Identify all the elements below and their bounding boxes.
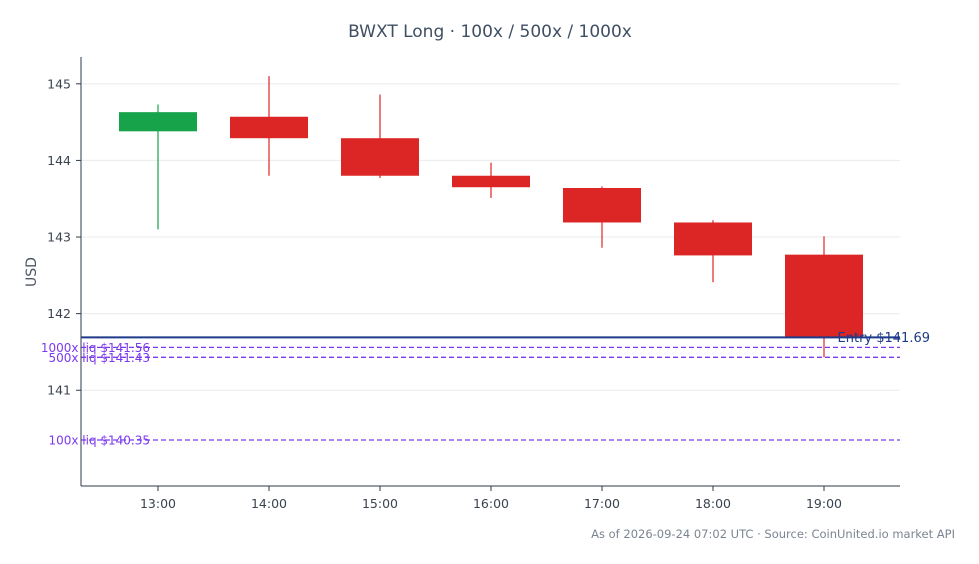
candles (119, 76, 863, 358)
x-tick-label: 16:00 (473, 496, 509, 511)
footer-source: As of 2026-09-24 07:02 UTC · Source: Coi… (591, 527, 955, 541)
x-tick-label: 14:00 (251, 496, 287, 511)
liquidation-label: 100x liq $140.35 (48, 434, 150, 448)
x-tick-label: 17:00 (584, 496, 620, 511)
x-tick-label: 19:00 (806, 496, 842, 511)
y-axis-label: USD (24, 257, 40, 287)
y-tick-label: 143 (47, 230, 71, 245)
candle-body (341, 138, 419, 176)
y-tick-label: 142 (47, 306, 71, 321)
entry-line-group: Entry $141.69 (81, 331, 930, 346)
x-tick-label: 13:00 (140, 496, 176, 511)
chart-title: BWXT Long · 100x / 500x / 1000x (348, 22, 632, 42)
liquidation-label: 1000x liq $141.56 (41, 341, 150, 355)
grid-lines (81, 83, 900, 391)
liquidation-lines (81, 346, 900, 441)
candle-body (785, 254, 863, 339)
x-ticks: 13:00 14:00 15:00 16:00 17:00 18:00 19:00 (140, 486, 842, 511)
candle-body (230, 116, 308, 139)
candle (563, 186, 641, 248)
entry-label: Entry $141.69 (838, 331, 930, 346)
candle-body (119, 112, 197, 132)
axes (80, 57, 900, 487)
x-tick-label: 15:00 (362, 496, 398, 511)
candle (674, 220, 752, 283)
candle (341, 94, 419, 179)
liquidation-label: 500x liq $141.43 (48, 351, 150, 365)
candle-body (674, 222, 752, 256)
y-tick-label: 145 (47, 76, 71, 91)
candle (230, 76, 308, 176)
x-tick-label: 18:00 (695, 496, 731, 511)
y-ticks: 141 142 143 144 145 (47, 76, 81, 398)
candle-body (563, 187, 641, 223)
y-tick-label: 141 (47, 383, 71, 398)
candle-body (452, 175, 530, 188)
candle (452, 162, 530, 198)
y-tick-label: 144 (47, 153, 71, 168)
candle (119, 104, 197, 230)
